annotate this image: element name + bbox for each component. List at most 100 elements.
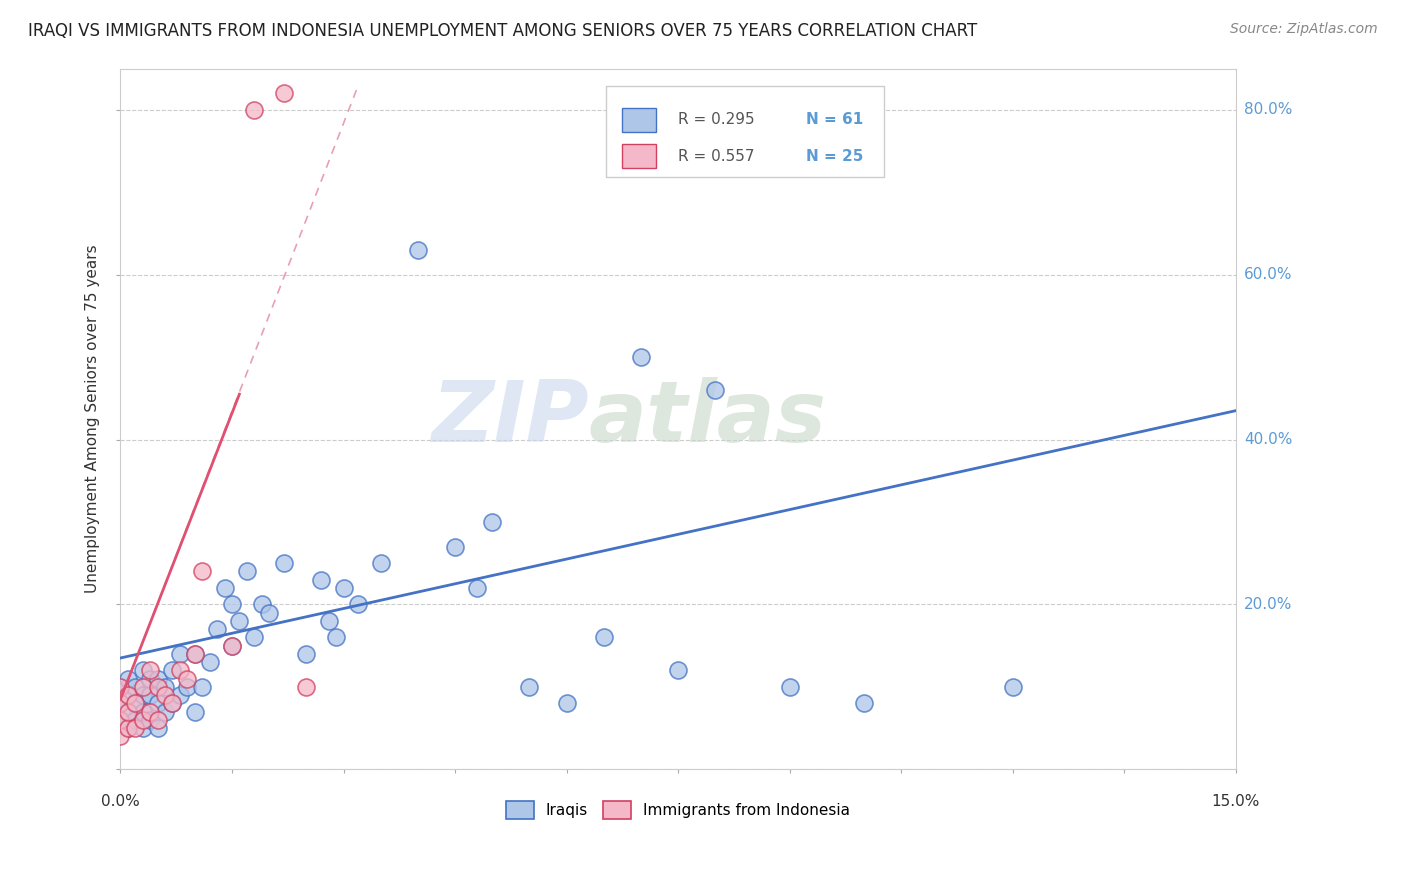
Point — [110, 713, 132, 727]
Point — [132, 713, 155, 727]
Point — [325, 631, 347, 645]
Point — [132, 705, 155, 719]
Point — [630, 350, 652, 364]
Point — [153, 680, 176, 694]
Point — [221, 639, 243, 653]
Legend: Iraqis, Immigrants from Indonesia: Iraqis, Immigrants from Indonesia — [501, 795, 856, 825]
Text: R = 0.557: R = 0.557 — [678, 148, 755, 163]
Text: 20.0%: 20.0% — [1244, 597, 1292, 612]
Point — [117, 672, 139, 686]
Point — [332, 581, 354, 595]
Point — [146, 672, 169, 686]
Point — [162, 697, 184, 711]
Point — [666, 664, 689, 678]
Point — [117, 721, 139, 735]
Point — [221, 598, 243, 612]
Point — [139, 705, 162, 719]
Point — [110, 729, 132, 743]
FancyBboxPatch shape — [606, 86, 884, 178]
Point — [132, 664, 155, 678]
Point — [779, 680, 801, 694]
Point — [318, 614, 340, 628]
Point — [117, 688, 139, 702]
Point — [191, 680, 214, 694]
Point — [184, 647, 207, 661]
Point — [169, 647, 191, 661]
Text: 40.0%: 40.0% — [1244, 432, 1292, 447]
Point — [519, 680, 541, 694]
FancyBboxPatch shape — [623, 108, 655, 132]
Point — [273, 556, 295, 570]
Point — [481, 515, 503, 529]
Point — [169, 664, 191, 678]
Point — [852, 697, 875, 711]
Point — [236, 565, 259, 579]
Point — [370, 556, 392, 570]
Text: N = 25: N = 25 — [807, 148, 863, 163]
Point — [153, 705, 176, 719]
Point — [139, 713, 162, 727]
Point — [309, 573, 332, 587]
Point — [139, 688, 162, 702]
Point — [146, 697, 169, 711]
Point — [117, 705, 139, 719]
Point — [467, 581, 489, 595]
Point — [110, 680, 132, 694]
Point — [153, 688, 176, 702]
Text: 60.0%: 60.0% — [1244, 267, 1292, 282]
Text: Source: ZipAtlas.com: Source: ZipAtlas.com — [1230, 22, 1378, 37]
Point — [132, 688, 155, 702]
Point — [205, 622, 228, 636]
Point — [243, 103, 266, 117]
Point — [184, 647, 207, 661]
Point — [169, 688, 191, 702]
Point — [110, 680, 132, 694]
Point — [139, 672, 162, 686]
Point — [139, 664, 162, 678]
Point — [110, 713, 132, 727]
Text: 0.0%: 0.0% — [101, 794, 139, 809]
Text: IRAQI VS IMMIGRANTS FROM INDONESIA UNEMPLOYMENT AMONG SENIORS OVER 75 YEARS CORR: IRAQI VS IMMIGRANTS FROM INDONESIA UNEMP… — [28, 22, 977, 40]
Point — [117, 721, 139, 735]
Point — [250, 598, 273, 612]
Point — [146, 680, 169, 694]
Point — [228, 614, 250, 628]
FancyBboxPatch shape — [623, 145, 655, 168]
Point — [132, 721, 155, 735]
Point — [124, 697, 146, 711]
Point — [124, 713, 146, 727]
Point — [592, 631, 614, 645]
Point — [146, 721, 169, 735]
Point — [124, 721, 146, 735]
Text: atlas: atlas — [589, 377, 827, 460]
Text: 80.0%: 80.0% — [1244, 103, 1292, 117]
Point — [221, 639, 243, 653]
Point — [124, 680, 146, 694]
Point — [162, 664, 184, 678]
Point — [406, 243, 429, 257]
Point — [184, 705, 207, 719]
Text: 15.0%: 15.0% — [1212, 794, 1260, 809]
Point — [124, 697, 146, 711]
Point — [555, 697, 578, 711]
Point — [117, 705, 139, 719]
Point — [257, 606, 280, 620]
Point — [146, 713, 169, 727]
Point — [176, 680, 198, 694]
Y-axis label: Unemployment Among Seniors over 75 years: Unemployment Among Seniors over 75 years — [86, 244, 100, 593]
Point — [162, 697, 184, 711]
Point — [191, 565, 214, 579]
Point — [295, 647, 318, 661]
Point — [704, 383, 727, 397]
Point — [1001, 680, 1024, 694]
Point — [444, 540, 467, 554]
Point — [214, 581, 236, 595]
Point — [273, 87, 295, 101]
Point — [198, 655, 221, 669]
Point — [132, 680, 155, 694]
Text: R = 0.295: R = 0.295 — [678, 112, 755, 127]
Point — [243, 631, 266, 645]
Text: N = 61: N = 61 — [807, 112, 863, 127]
Point — [295, 680, 318, 694]
Point — [117, 688, 139, 702]
